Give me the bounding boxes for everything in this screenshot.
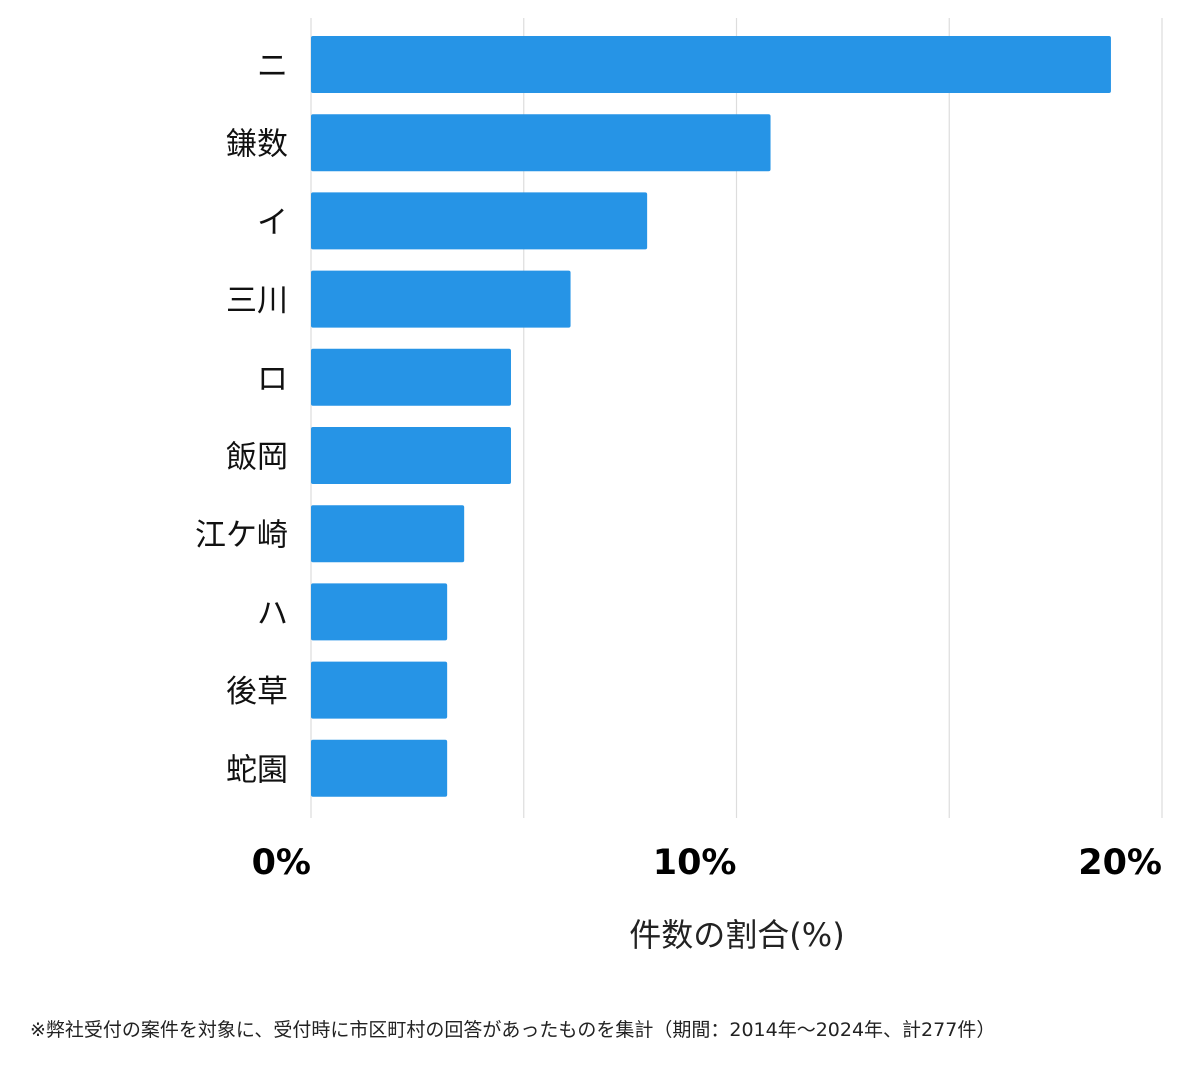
- x-tick-label: 20%: [1078, 843, 1162, 883]
- bar: [311, 114, 771, 172]
- bar: [311, 427, 511, 484]
- category-label: イ: [257, 205, 288, 241]
- bar: [311, 270, 571, 328]
- bar: [311, 583, 448, 641]
- category-label: 飯岡: [226, 440, 288, 476]
- x-axis-label: 件数の割合(%): [629, 916, 844, 954]
- category-label: 三川: [226, 283, 288, 319]
- category-label: 蛇園: [226, 752, 288, 788]
- category-label: 後草: [226, 674, 288, 710]
- category-label: 鎌数: [226, 127, 288, 163]
- bar: [311, 348, 511, 406]
- category-label: ニ: [257, 49, 288, 85]
- bar: [311, 192, 648, 250]
- bar: [311, 505, 465, 563]
- category-label: ハ: [257, 596, 288, 632]
- x-tick-label: 0%: [252, 843, 311, 883]
- bar: [311, 661, 448, 719]
- category-label: ロ: [257, 361, 288, 397]
- bar: [311, 739, 448, 797]
- bar: [311, 36, 1111, 93]
- footnote: ※弊社受付の案件を対象に、受付時に市区町村の回答があったものを集計（期間：201…: [30, 1019, 996, 1041]
- category-label: 江ケ崎: [195, 518, 288, 554]
- x-tick-label: 10%: [653, 843, 737, 883]
